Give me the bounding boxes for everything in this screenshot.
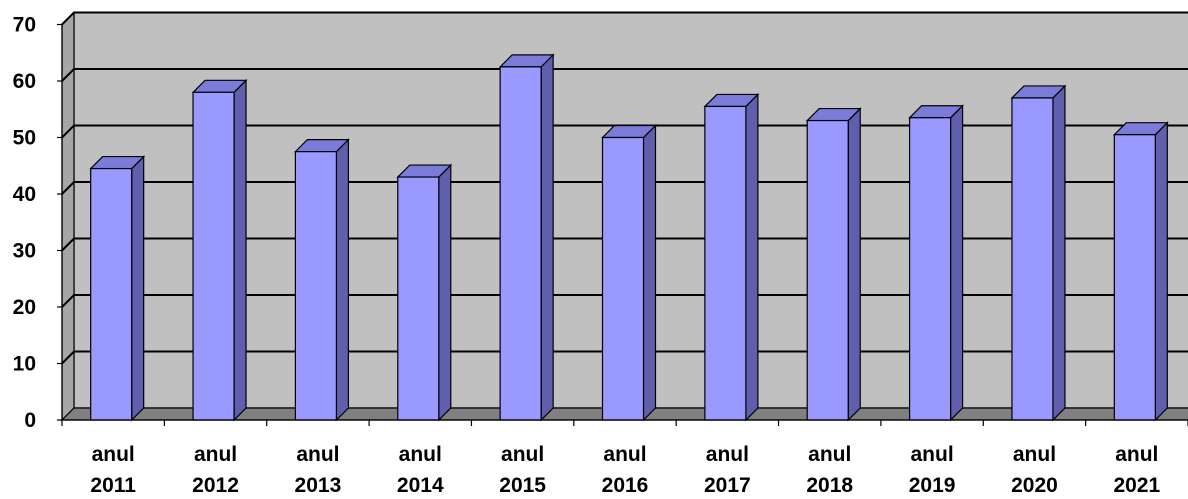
- x-tick-label: anul 2014: [397, 443, 444, 497]
- bar-front: [192, 91, 235, 421]
- bar-front: [499, 66, 542, 421]
- bar-side: [438, 163, 452, 422]
- x-tick-label: anul 2011: [90, 443, 136, 497]
- y-tick-label: 60: [13, 70, 36, 93]
- y-axis-ticks: 0 10 20 30 40 50 60 70: [13, 14, 62, 432]
- bar: [498, 53, 555, 422]
- x-tick-label: anul 2015: [499, 443, 546, 497]
- x-tick-label: anul 2017: [704, 443, 751, 497]
- y-tick-label: 0: [24, 409, 36, 432]
- bar: [396, 163, 453, 422]
- bar-side: [642, 124, 657, 422]
- bar: [1112, 121, 1169, 422]
- gridline: [61, 11, 1188, 26]
- x-tick-label: anul 2012: [192, 443, 239, 497]
- bar-front: [1011, 97, 1054, 421]
- bar: [293, 138, 350, 422]
- bar: [703, 92, 760, 422]
- x-tick-label: anul 2016: [602, 443, 649, 497]
- x-tick-label: anul 2013: [295, 443, 342, 497]
- bar-side: [1052, 84, 1066, 422]
- bar-front: [90, 167, 133, 421]
- x-tick-label: anul 2020: [1011, 443, 1058, 497]
- bar-front: [601, 136, 645, 421]
- bar: [191, 78, 248, 422]
- x-axis-ticks: anul 2011 anul 2012 anul 2013 anul 2014 anul 2015…: [61, 420, 1188, 497]
- bar-side: [1154, 121, 1168, 422]
- bar-side: [131, 155, 145, 422]
- bar-side: [540, 53, 554, 422]
- bar: [908, 104, 965, 422]
- bar-front: [806, 119, 849, 421]
- bar-front: [1113, 134, 1156, 421]
- y-tick-label: 20: [13, 296, 36, 319]
- y-tick-label: 50: [13, 127, 36, 150]
- x-tick-label: anul 2018: [806, 443, 853, 497]
- bar: [805, 107, 862, 422]
- x-tick-label: anul 2021: [1113, 443, 1160, 497]
- axes: [61, 24, 1188, 421]
- bar: [89, 155, 146, 422]
- bar-front: [294, 151, 338, 421]
- bar-front: [397, 176, 440, 421]
- bar: [601, 124, 657, 422]
- y-tick-label: 10: [13, 353, 36, 376]
- gridline: [61, 68, 1188, 82]
- y-tick-label: 70: [13, 14, 36, 37]
- bar-front: [704, 105, 747, 421]
- y-tick-label: 30: [13, 240, 36, 263]
- bar-side: [335, 138, 350, 422]
- bars: [89, 53, 1169, 422]
- bar-side: [949, 104, 964, 422]
- x-tick-label: anul 2019: [909, 443, 956, 497]
- bar-side: [233, 78, 247, 422]
- bar-side: [745, 92, 759, 422]
- bar: [1010, 84, 1067, 422]
- y-tick-label: 40: [13, 183, 36, 206]
- bar-side: [847, 107, 861, 422]
- bar-front: [908, 117, 952, 421]
